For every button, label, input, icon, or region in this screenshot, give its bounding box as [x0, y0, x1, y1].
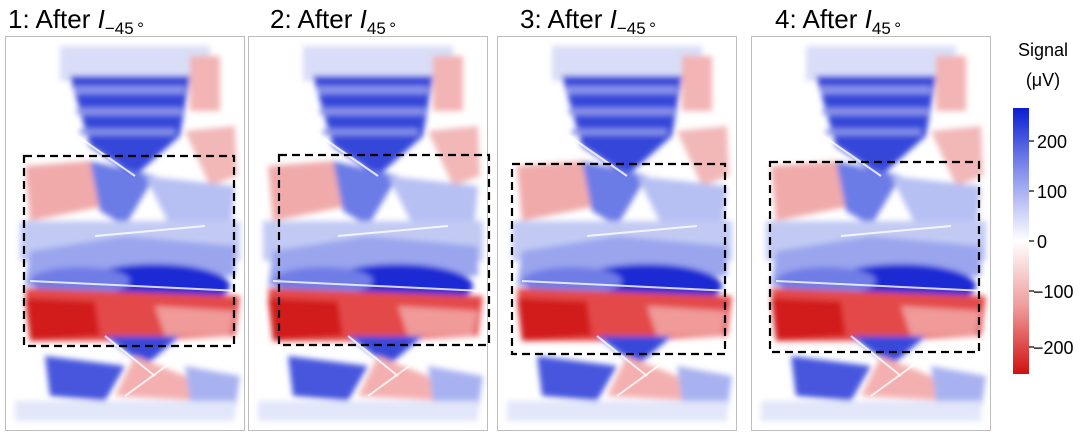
signal-map-2	[248, 36, 488, 431]
panel-3-title: 3: After I−45 °	[520, 4, 656, 38]
colorbar-tick-200: 200	[1037, 132, 1067, 152]
panel-2-border	[248, 36, 488, 431]
colorbar-label-line2: (μV)	[1026, 70, 1060, 90]
panel-4	[751, 36, 991, 431]
colorbar-gradient	[1013, 108, 1029, 374]
colorbar-tick-100: 100	[1037, 182, 1067, 202]
signal-map-4	[751, 36, 991, 431]
colorbar-tick-0: 0	[1037, 232, 1047, 252]
panel-2	[248, 36, 491, 431]
signal-map-1	[5, 36, 245, 431]
colorbar-label-line1: Signal	[1018, 40, 1068, 60]
panel-1-border	[5, 36, 245, 431]
panel-1	[5, 36, 245, 431]
colorbar-tick-minus-100: −100	[1033, 282, 1074, 302]
panel-1-roi-box	[22, 154, 236, 348]
panel-2-title: 2: After I45 °	[270, 4, 396, 38]
colorbar: Signal (μV) 200 100 0 −100 −200	[1013, 40, 1074, 374]
colorbar-tick-minus-200: −200	[1033, 338, 1074, 358]
panel-3	[497, 36, 737, 431]
panel-4-title: 4: After I45 °	[775, 4, 901, 38]
panel-3-roi-box	[510, 162, 727, 356]
panel-4-roi-box	[768, 160, 981, 354]
signal-map-3	[497, 36, 737, 431]
panel-1-title: 1: After I−45 °	[8, 4, 144, 38]
panel-4-border	[751, 36, 991, 431]
panel-2-roi-box	[277, 153, 491, 347]
panel-3-border	[497, 36, 737, 431]
